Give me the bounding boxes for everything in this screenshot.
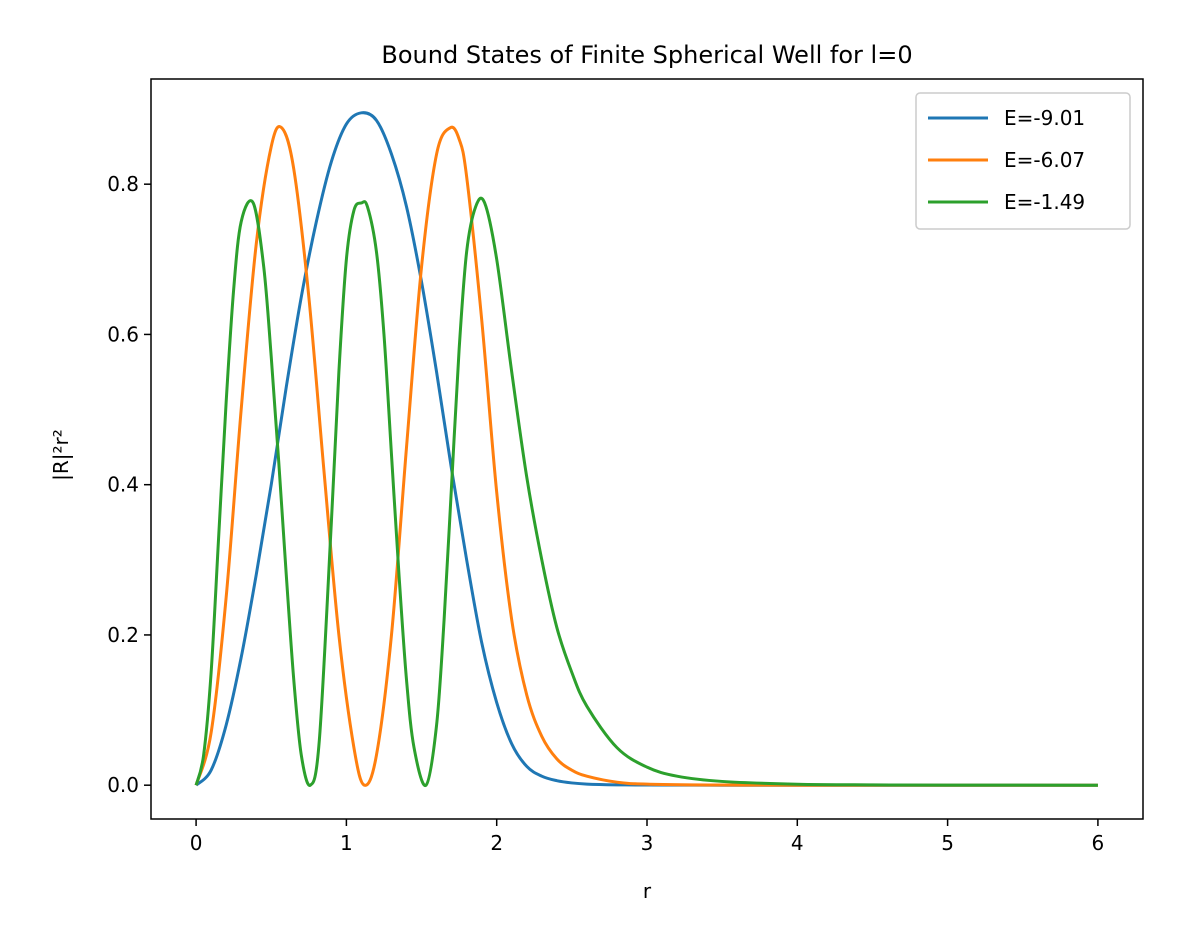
x-tick-label: 3 [641, 831, 654, 855]
series-line-0 [195, 111, 1098, 787]
legend-box [915, 92, 1131, 230]
y-tick-label: 0.4 [107, 473, 139, 497]
y-axis: 0.0 0.2 0.4 0.6 0.8 [107, 172, 151, 797]
x-axis-label: r [643, 879, 652, 903]
x-tick-label: 5 [941, 831, 954, 855]
legend-label-1: E=-6.07 [1004, 148, 1085, 172]
series-layer [194, 111, 1098, 787]
y-tick-label: 0.6 [107, 322, 139, 346]
x-tick-label: 4 [791, 831, 804, 855]
y-tick-label: 0.8 [107, 172, 139, 196]
y-tick-label: 0.2 [107, 623, 139, 647]
x-tick-label: 1 [340, 831, 353, 855]
legend: E=-9.01 E=-6.07 E=-1.49 [915, 92, 1131, 230]
series-line-1 [194, 124, 1098, 787]
series-line-2 [194, 196, 1098, 787]
x-tick-label: 0 [190, 831, 203, 855]
y-tick-label: 0.0 [107, 773, 139, 797]
y-axis-label: |R|²r² [49, 429, 73, 481]
chart-title: Bound States of Finite Spherical Well fo… [381, 41, 912, 69]
x-tick-label: 2 [490, 831, 503, 855]
legend-label-2: E=-1.49 [1004, 190, 1085, 214]
legend-label-0: E=-9.01 [1004, 106, 1085, 130]
x-axis: 0 1 2 3 4 5 6 [190, 819, 1105, 855]
x-tick-label: 6 [1092, 831, 1105, 855]
